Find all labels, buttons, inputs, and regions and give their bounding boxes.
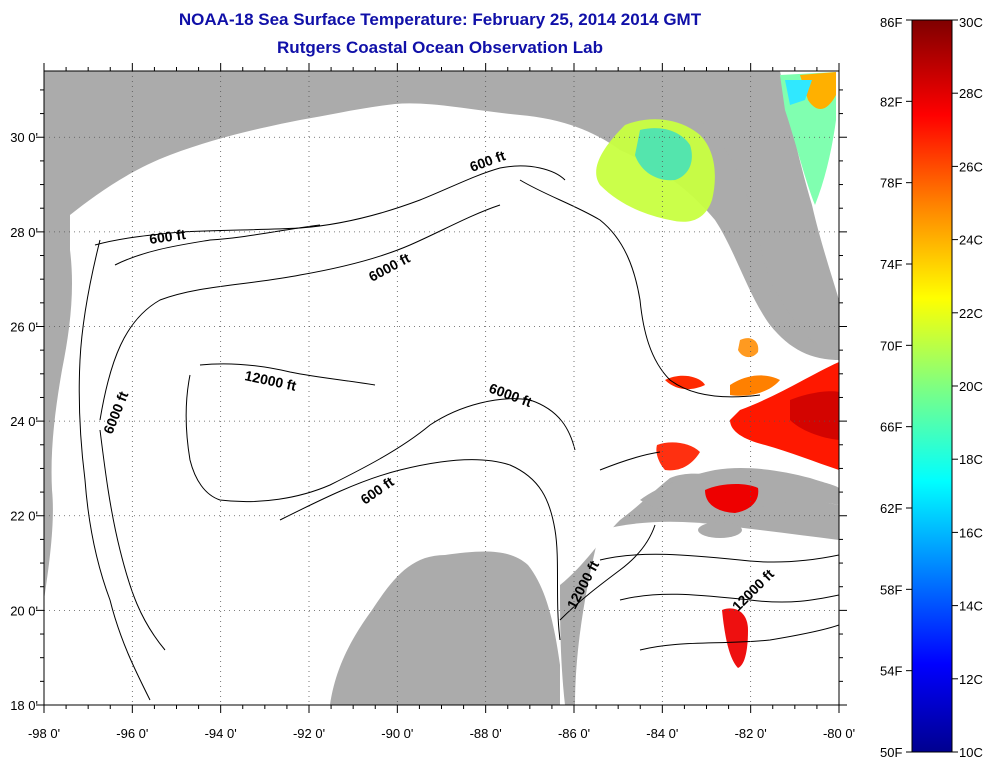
colorbar-c-label: 14C (959, 599, 983, 614)
colorbar-c-label: 18C (959, 452, 983, 467)
lon-tick-label: -96 0' (116, 726, 148, 741)
colorbar-c-label: 20C (959, 379, 983, 394)
lat-tick-label: 20 0' (10, 603, 38, 618)
colorbar-c-label: 10C (959, 745, 983, 760)
colorbar-f-label: 74F (880, 257, 902, 272)
lon-tick-label: -92 0' (293, 726, 325, 741)
colorbar (911, 19, 953, 753)
lon-tick-label: -88 0' (470, 726, 502, 741)
lon-tick-label: -80 0' (823, 726, 855, 741)
graticule (44, 71, 839, 705)
colorbar-fahrenheit-labels: 86F 82F 78F 74F 70F 66F 62F 58F 54F 50F (880, 15, 912, 760)
colorbar-f-label: 70F (880, 338, 902, 353)
lat-tick-label: 26 0' (10, 319, 38, 334)
colorbar-f-label: 62F (880, 501, 902, 516)
lon-tick-label: -98 0' (28, 726, 60, 741)
bathymetry-contours (78, 165, 839, 701)
colorbar-f-label: 58F (880, 582, 902, 597)
lon-tick-label: -86 0' (558, 726, 590, 741)
colorbar-f-label: 54F (880, 664, 902, 679)
lat-tick-label: 24 0' (10, 414, 38, 429)
colorbar-c-label: 22C (959, 306, 983, 321)
map-subtitle: Rutgers Coastal Ocean Observation Lab (277, 38, 603, 57)
colorbar-f-label: 66F (880, 420, 902, 435)
colorbar-f-label: 50F (880, 745, 902, 760)
colorbar-c-label: 12C (959, 672, 983, 687)
lon-tick-label: -90 0' (381, 726, 413, 741)
lat-tick-label: 18 0' (10, 698, 38, 713)
longitude-axis: -98 0' -96 0' -94 0' -92 0' -90 0' -88 0' -86 … (28, 63, 855, 741)
lat-tick-label: 22 0' (10, 509, 38, 524)
map-title: NOAA-18 Sea Surface Temperature: Februar… (178, 10, 702, 29)
colorbar-f-label: 82F (880, 94, 902, 109)
colorbar-c-label: 16C (959, 525, 983, 540)
contour-label: 600 ft (148, 226, 187, 247)
colorbar-f-label: 86F (880, 15, 902, 30)
lon-tick-label: -82 0' (735, 726, 767, 741)
colorbar-c-label: 26C (959, 159, 983, 174)
lon-tick-label: -84 0' (646, 726, 678, 741)
lat-tick-label: 28 0' (10, 225, 38, 240)
lat-tick-label: 30 0' (10, 130, 38, 145)
colorbar-f-label: 78F (880, 176, 902, 191)
caribbean-ocean (575, 521, 839, 705)
colorbar-c-label: 30C (959, 15, 983, 30)
gulf-ocean (44, 103, 839, 705)
lon-tick-label: -94 0' (205, 726, 237, 741)
latitude-axis: 18 0' 20 0' 22 0' 24 0' 26 0' 28 0' 30 0' (10, 89, 847, 713)
colorbar-c-label: 24C (959, 233, 983, 248)
yucatan-land (330, 551, 560, 705)
colorbar-celsius-labels: 30C 28C 26C 24C 22C 20C 18C 16C 14C 12C 10C (952, 15, 983, 760)
colorbar-c-label: 28C (959, 86, 983, 101)
sst-patches (596, 72, 839, 668)
island-land (698, 522, 742, 538)
